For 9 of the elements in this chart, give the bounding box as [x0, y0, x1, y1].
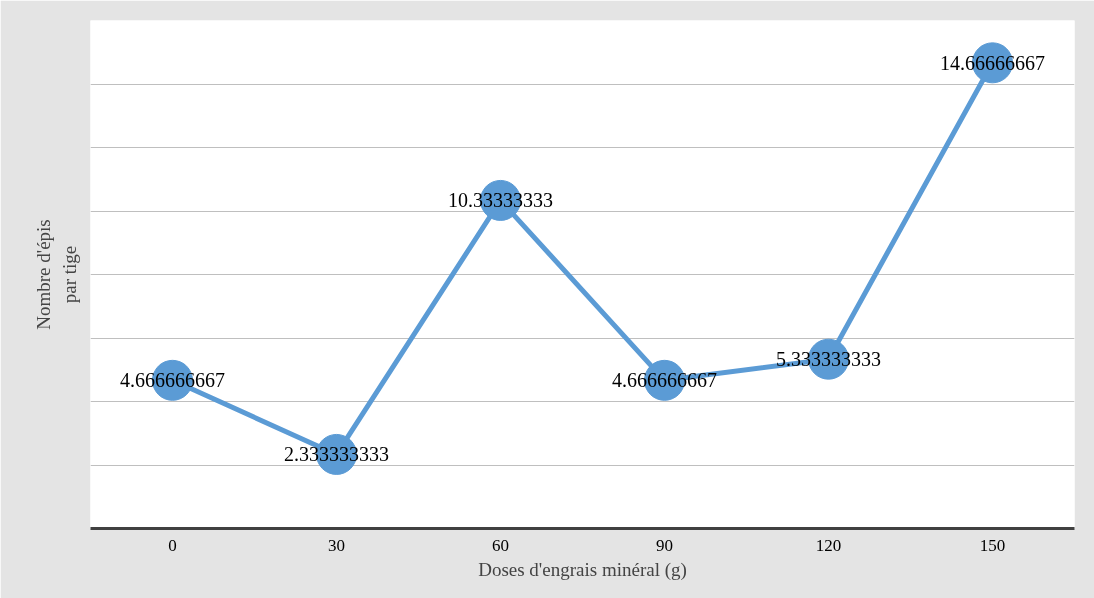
- y-axis-title: Nombre d'épis par tige: [33, 219, 80, 330]
- x-tick-label: 120: [815, 535, 842, 555]
- x-tick-label: 150: [979, 535, 1006, 555]
- x-tick-label: 90: [656, 535, 673, 555]
- x-tick-label: 30: [328, 535, 345, 555]
- x-tick-label: 0: [168, 535, 177, 555]
- x-axis-title: Doses d'engrais minéral (g): [478, 558, 687, 581]
- data-label: 5.333333333: [776, 348, 881, 371]
- x-tick-label: 60: [492, 535, 509, 555]
